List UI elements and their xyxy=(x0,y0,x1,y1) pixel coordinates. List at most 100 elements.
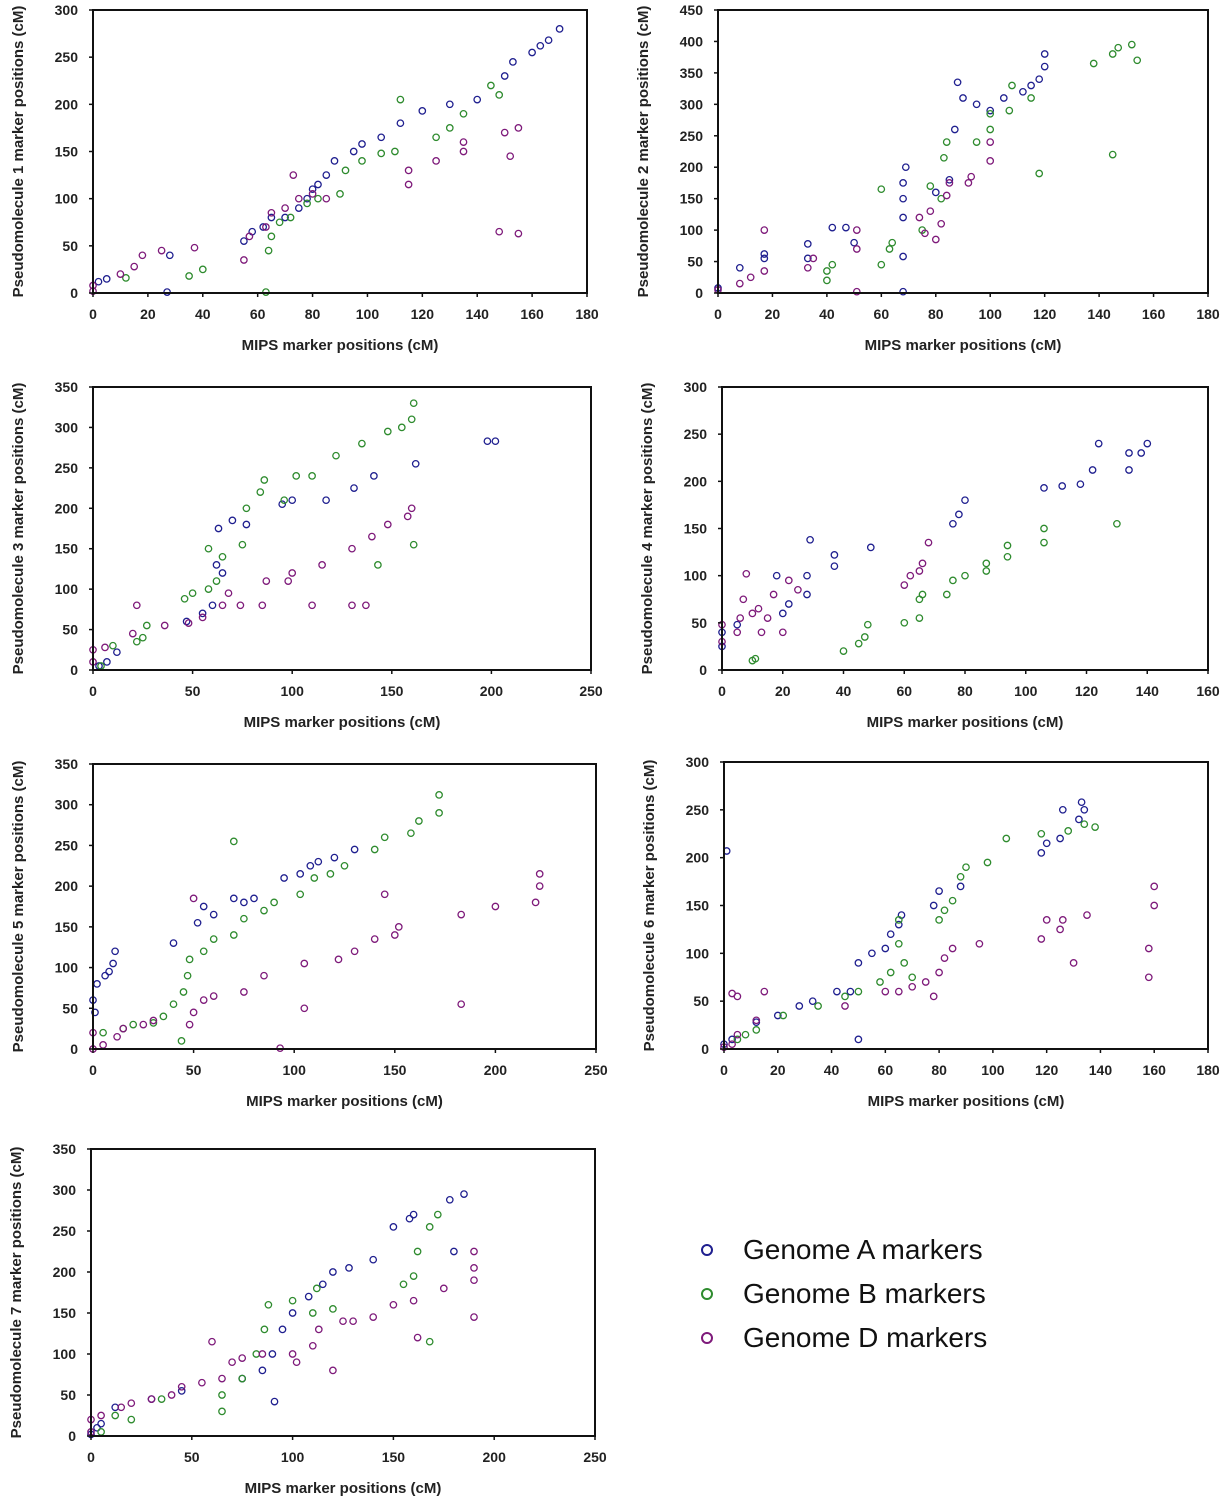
point-genome-a xyxy=(93,980,101,988)
point-genome-b xyxy=(111,1411,120,1420)
point-genome-d xyxy=(1069,959,1078,967)
point-genome-b xyxy=(180,594,189,603)
point-genome-a xyxy=(953,78,962,87)
point-genome-b xyxy=(264,1300,273,1309)
point-genome-d xyxy=(292,1358,301,1367)
y-tick-label: 200 xyxy=(684,473,708,489)
x-tick-label: 80 xyxy=(928,306,944,322)
point-genome-a xyxy=(1137,449,1146,457)
point-genome-a xyxy=(370,472,378,480)
point-genome-a xyxy=(1077,798,1086,807)
x-tick-label: 140 xyxy=(1089,1062,1113,1078)
point-genome-a xyxy=(955,510,963,519)
point-genome-b xyxy=(229,837,238,846)
points-group xyxy=(718,439,1152,665)
point-genome-b xyxy=(391,147,399,156)
point-genome-b xyxy=(396,95,405,104)
point-genome-b xyxy=(823,267,831,275)
point-genome-b xyxy=(340,861,349,870)
point-genome-d xyxy=(514,124,523,132)
y-tick-label: 0 xyxy=(68,1428,76,1444)
x-tick-label: 50 xyxy=(186,1062,202,1078)
point-genome-b xyxy=(1080,820,1089,829)
x-tick-label: 120 xyxy=(1033,306,1057,322)
point-genome-a xyxy=(318,1280,327,1289)
x-tick-label: 20 xyxy=(765,306,781,322)
point-genome-b xyxy=(397,423,406,432)
point-genome-b xyxy=(358,439,366,448)
point-genome-a xyxy=(950,125,959,134)
point-genome-d xyxy=(189,1008,198,1017)
point-genome-a xyxy=(1019,87,1027,96)
point-genome-a xyxy=(165,251,174,260)
points-group xyxy=(720,798,1159,1051)
point-genome-d xyxy=(975,939,984,948)
point-genome-d xyxy=(380,890,389,899)
point-genome-d xyxy=(514,229,523,238)
point-genome-a xyxy=(1143,439,1152,448)
point-genome-a xyxy=(483,437,492,446)
x-tick-label: 100 xyxy=(979,306,1003,322)
point-genome-d xyxy=(185,1020,194,1029)
point-genome-d xyxy=(733,992,742,1001)
point-genome-d xyxy=(369,1313,378,1321)
point-genome-a xyxy=(288,1309,297,1317)
point-genome-b xyxy=(986,109,995,118)
point-genome-d xyxy=(101,643,109,652)
point-genome-d xyxy=(924,538,933,547)
y-tick-label: 250 xyxy=(686,802,710,818)
y-tick-label: 150 xyxy=(686,898,710,914)
point-genome-b xyxy=(915,614,924,622)
point-genome-a xyxy=(330,157,339,165)
point-genome-b xyxy=(377,149,386,158)
point-genome-b xyxy=(877,185,886,194)
plot-frame xyxy=(717,9,1209,294)
points-group xyxy=(89,25,564,296)
point-genome-a xyxy=(259,223,268,231)
legend-marker-genome-d xyxy=(701,1332,713,1344)
x-tick-label: 200 xyxy=(483,1449,507,1465)
y-tick-label: 300 xyxy=(53,1182,77,1198)
y-tick-label: 50 xyxy=(62,238,78,254)
point-genome-d xyxy=(308,601,316,610)
point-genome-b xyxy=(1037,829,1046,838)
point-genome-b xyxy=(828,260,837,269)
point-genome-d xyxy=(470,1313,478,1321)
point-genome-d xyxy=(841,1002,849,1010)
point-genome-d xyxy=(329,1366,337,1375)
point-genome-d xyxy=(300,959,309,968)
point-genome-b xyxy=(495,91,504,99)
y-tick-label: 350 xyxy=(680,65,704,81)
point-genome-d xyxy=(1037,935,1046,943)
point-genome-b xyxy=(99,1028,107,1037)
point-genome-a xyxy=(377,133,386,142)
point-genome-b xyxy=(308,472,316,480)
y-tick-label: 300 xyxy=(684,379,708,395)
point-genome-d xyxy=(459,147,468,156)
x-tick-label: 100 xyxy=(1014,683,1038,699)
point-genome-a xyxy=(330,853,339,862)
point-genome-b xyxy=(900,618,909,627)
point-genome-b xyxy=(986,125,995,134)
point-genome-a xyxy=(773,1011,782,1020)
point-genome-d xyxy=(97,1411,105,1420)
y-tick-label: 200 xyxy=(55,96,79,112)
legend: Genome A markers Genome B markers Genome… xyxy=(695,1228,1095,1360)
point-genome-d xyxy=(339,1317,347,1326)
chart-panel-7: 0 50 100 150 200 250 0 50 100 150 200 250 300 350 MIPS… xyxy=(8,1141,607,1497)
point-genome-d xyxy=(784,576,793,585)
point-genome-d xyxy=(208,1337,216,1346)
point-genome-b xyxy=(314,194,322,203)
point-genome-d xyxy=(1144,944,1153,953)
point-genome-d xyxy=(389,1300,398,1309)
point-genome-d xyxy=(349,1317,357,1326)
point-genome-b xyxy=(425,1223,434,1231)
point-genome-b xyxy=(885,245,894,253)
point-genome-b xyxy=(212,577,221,585)
point-genome-d xyxy=(457,910,466,919)
x-tick-label: 250 xyxy=(584,1062,608,1078)
point-genome-d xyxy=(733,1030,742,1039)
point-genome-d xyxy=(470,1247,478,1256)
point-genome-d xyxy=(1056,925,1064,934)
point-genome-b xyxy=(1127,40,1136,49)
